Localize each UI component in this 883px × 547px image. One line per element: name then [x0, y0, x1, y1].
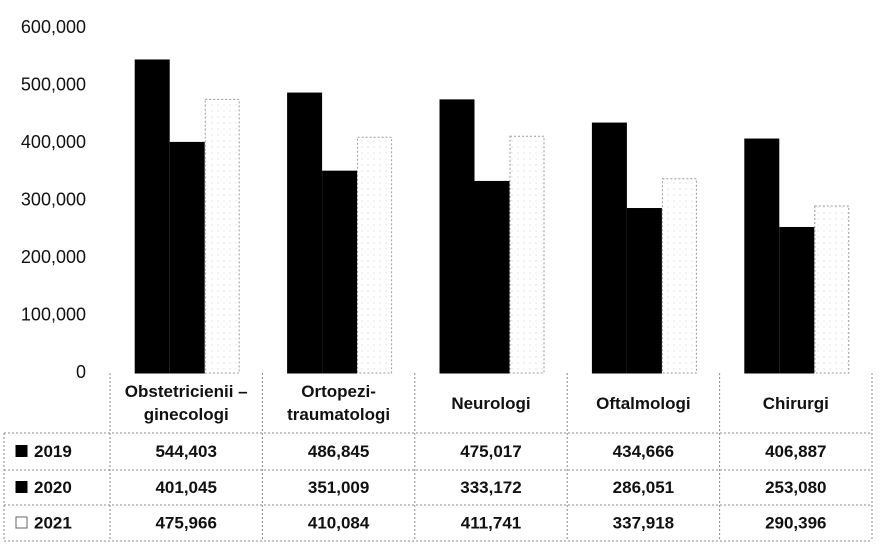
legend-key: [15, 516, 28, 529]
bar: [661, 178, 697, 374]
bar: [204, 98, 240, 374]
legend-key: [15, 481, 28, 493]
bar: [357, 136, 393, 374]
data-label: 406,887: [765, 442, 826, 461]
x-tick-label: Chirurgi: [762, 393, 829, 413]
bar: [287, 92, 323, 374]
x-tick-label: Obstetricienii – ginecologi: [124, 382, 248, 424]
data-label: 286,051: [613, 478, 674, 497]
data-label: 475,017: [460, 442, 521, 461]
bar: [134, 59, 170, 374]
x-tick-label: Oftalmologi: [596, 393, 691, 413]
bar: [814, 205, 850, 374]
x-tick-label: Ortopezi-traumatologi: [287, 382, 391, 424]
data-label: 475,966: [155, 513, 216, 532]
data-label: 351,009: [308, 478, 369, 497]
data-label: 486,845: [308, 442, 369, 461]
y-tick-label: 600,000: [21, 17, 86, 37]
bar: [169, 141, 205, 374]
bar: [591, 122, 627, 374]
bar: [779, 226, 815, 374]
y-tick-label: 400,000: [21, 132, 86, 152]
legend-label: 2021: [34, 513, 72, 532]
legend-label: 2020: [34, 478, 72, 497]
bar: [474, 180, 510, 374]
data-label: 434,666: [613, 442, 674, 461]
bar: [744, 138, 780, 374]
bar: [626, 208, 662, 374]
data-label: 337,918: [613, 513, 674, 532]
legend-label: 2019: [34, 442, 72, 461]
legend-key: [15, 445, 28, 457]
bar: [322, 170, 358, 374]
data-label: 410,084: [308, 513, 370, 532]
y-tick-label: 0: [76, 362, 86, 382]
y-tick-label: 200,000: [21, 247, 86, 267]
data-label: 333,172: [460, 478, 521, 497]
y-tick-label: 500,000: [21, 74, 86, 94]
y-tick-label: 100,000: [21, 304, 86, 324]
data-label: 290,396: [765, 513, 826, 532]
data-label: 544,403: [155, 442, 216, 461]
bar: [439, 99, 475, 374]
y-tick-label: 300,000: [21, 189, 86, 209]
data-label: 411,741: [461, 513, 522, 532]
x-tick-label: Neurologi: [451, 393, 531, 413]
data-label: 401,045: [155, 478, 216, 497]
bar: [509, 135, 545, 374]
data-label: 253,080: [765, 478, 826, 497]
